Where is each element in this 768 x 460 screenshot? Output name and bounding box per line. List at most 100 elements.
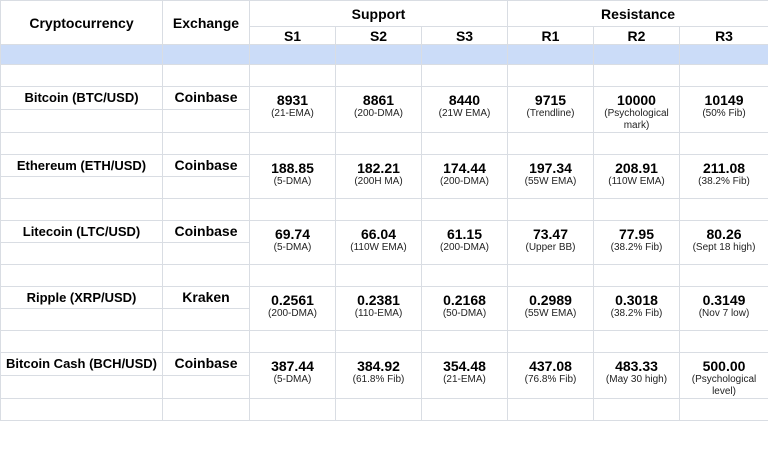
level-value: 188.85 <box>271 160 314 176</box>
spacer-row <box>0 330 768 353</box>
level-value: 384.92 <box>357 358 400 374</box>
table-row-lower <box>0 375 768 399</box>
header-resistance: Resistance <box>506 0 768 27</box>
level-cell: 69.74 (5-DMA) <box>249 220 336 265</box>
empty-cell <box>162 330 250 353</box>
empty-cell <box>507 330 594 353</box>
empty-cell <box>162 176 250 199</box>
empty-cell <box>249 330 336 353</box>
level-note: (50% Fib) <box>702 108 746 119</box>
level-note: (200-DMA) <box>440 242 489 253</box>
empty-cell <box>507 264 594 287</box>
empty-cell <box>678 132 768 155</box>
crypto-name: Ripple (XRP/USD) <box>0 286 163 309</box>
level-note: (76.8% Fib) <box>524 374 577 385</box>
level-value: 8861 <box>362 92 395 108</box>
blue-band-cell <box>507 44 594 65</box>
empty-cell <box>0 308 163 331</box>
level-note: (50-DMA) <box>442 308 487 319</box>
level-cell: 8861 (200-DMA) <box>335 86 422 133</box>
empty-cell <box>335 132 422 155</box>
blue-band-cell <box>0 44 163 65</box>
empty-cell <box>507 198 594 221</box>
level-note: (Trendline) <box>526 108 575 119</box>
level-cell: 0.2168 (50-DMA) <box>421 286 508 331</box>
level-value: 500.00 <box>702 358 746 374</box>
level-note: (55W EMA) <box>524 176 577 187</box>
empty-cell <box>0 242 163 265</box>
header-level-r1: R1 <box>507 26 594 45</box>
empty-cell <box>162 308 250 331</box>
header-row: Cryptocurrency Exchange Support Resistan… <box>0 0 768 45</box>
exchange-name: Coinbase <box>162 352 250 376</box>
level-value: 211.08 <box>702 160 746 176</box>
level-value: 69.74 <box>274 226 311 242</box>
level-value: 10000 <box>617 92 656 108</box>
empty-cell <box>162 198 250 221</box>
spacer-row <box>0 198 768 221</box>
empty-cell <box>249 264 336 287</box>
empty-cell <box>678 64 768 87</box>
level-value: 8440 <box>448 92 481 108</box>
crypto-name: Litecoin (LTC/USD) <box>0 220 163 243</box>
empty-cell <box>593 198 680 221</box>
empty-cell <box>249 64 336 87</box>
exchange-name: Coinbase <box>162 154 250 177</box>
level-cell: 0.2561 (200-DMA) <box>249 286 336 331</box>
level-note: (Sept 18 high) <box>692 242 756 253</box>
empty-cell <box>593 398 680 421</box>
level-note: (110W EMA) <box>350 242 407 253</box>
level-note: (5-DMA) <box>273 374 312 385</box>
level-value: 77.95 <box>618 226 655 242</box>
level-value: 0.2561 <box>271 292 314 308</box>
level-note: (110-EMA) <box>354 308 403 319</box>
level-note: (21W EMA) <box>438 108 491 119</box>
level-cell: 354.48 (21-EMA) <box>421 352 508 399</box>
empty-cell <box>421 398 508 421</box>
empty-cell <box>249 132 336 155</box>
level-cell: 387.44 (5-DMA) <box>249 352 336 399</box>
exchange-name: Kraken <box>162 286 250 309</box>
level-value: 437.08 <box>529 358 572 374</box>
empty-cell <box>678 398 768 421</box>
level-cell: 66.04 (110W EMA) <box>335 220 422 265</box>
level-value: 208.91 <box>615 160 658 176</box>
empty-cell <box>162 264 250 287</box>
empty-cell <box>421 330 508 353</box>
level-note: (38.2% Fib) <box>610 242 663 253</box>
blue-band-row <box>0 44 768 65</box>
level-value: 0.2989 <box>529 292 572 308</box>
level-note: (5-DMA) <box>273 242 312 253</box>
empty-cell <box>678 330 768 353</box>
level-cell: 80.26 (Sept 18 high) <box>678 220 768 265</box>
blue-band-cell <box>249 44 336 65</box>
table-row: Bitcoin Cash (BCH/USD) Coinbase 387.44 (5-D… <box>0 352 768 399</box>
empty-cell <box>162 375 250 399</box>
empty-cell <box>335 64 422 87</box>
empty-cell <box>0 132 163 155</box>
level-value: 10149 <box>704 92 744 108</box>
level-value: 73.47 <box>532 226 569 242</box>
level-note: (Psychological mark) <box>604 108 669 131</box>
level-cell: 0.3018 (38.2% Fib) <box>593 286 680 331</box>
table-row: Bitcoin (BTC/USD) Coinbase 8931 (21-EMA) 886… <box>0 86 768 133</box>
level-value: 197.34 <box>529 160 572 176</box>
level-cell: 8440 (21W EMA) <box>421 86 508 133</box>
level-value: 80.26 <box>706 226 742 242</box>
level-note: (38.2% Fib) <box>610 308 663 319</box>
level-cell: 73.47 (Upper BB) <box>507 220 594 265</box>
empty-cell <box>0 109 163 133</box>
crypto-name: Ethereum (ETH/USD) <box>0 154 163 177</box>
level-value: 387.44 <box>271 358 314 374</box>
empty-cell <box>0 64 163 87</box>
empty-cell <box>507 132 594 155</box>
table-row: Ripple (XRP/USD) Kraken 0.2561 (200-DMA) 0.2… <box>0 286 768 331</box>
level-note: (200-DMA) <box>354 108 403 119</box>
level-note: (Psychological level) <box>691 374 757 397</box>
level-note: (5-DMA) <box>273 176 312 187</box>
level-note: (200H MA) <box>354 176 403 187</box>
empty-cell <box>335 398 422 421</box>
level-value: 0.2381 <box>357 292 400 308</box>
table-row: Ethereum (ETH/USD) Coinbase 188.85 (5-DMA) 1… <box>0 154 768 199</box>
empty-cell <box>162 242 250 265</box>
